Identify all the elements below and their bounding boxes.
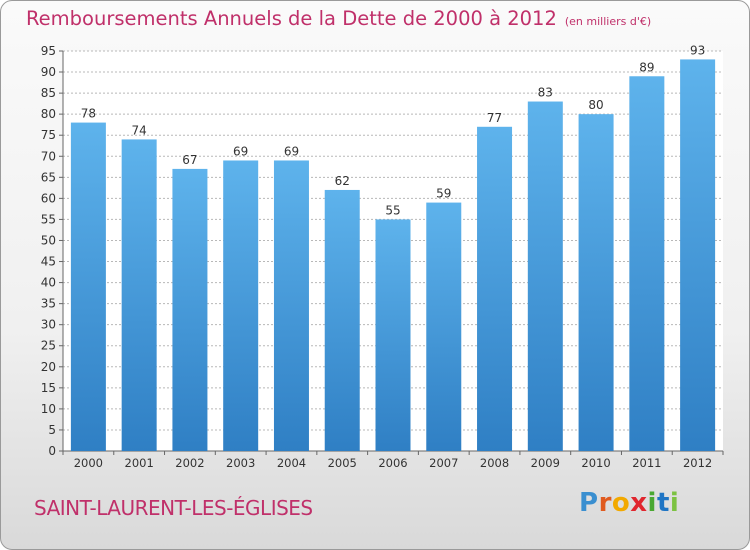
y-tick-label: 35 — [41, 297, 56, 311]
x-tick-label: 2009 — [531, 456, 560, 470]
y-tick-label: 15 — [41, 381, 56, 395]
bar — [172, 168, 208, 452]
data-label: 62 — [335, 174, 350, 188]
x-tick-label: 2005 — [328, 456, 357, 470]
data-label: 74 — [132, 123, 147, 137]
data-label: 59 — [436, 187, 451, 201]
bar — [273, 160, 309, 451]
data-label: 78 — [81, 107, 96, 121]
x-tick-label: 2002 — [175, 456, 204, 470]
data-label: 69 — [284, 144, 299, 158]
x-tick-label: 2007 — [429, 456, 458, 470]
bar — [629, 76, 665, 452]
y-tick-label: 40 — [41, 276, 56, 290]
x-tick-label: 2004 — [277, 456, 306, 470]
y-tick-label: 80 — [41, 107, 56, 121]
y-tick-label: 20 — [41, 360, 56, 374]
bar — [680, 59, 716, 451]
x-tick-label: 2012 — [683, 456, 712, 470]
proxiti-logo: Proxiti — [579, 488, 680, 518]
bar — [375, 219, 411, 451]
y-tick-label: 95 — [41, 44, 56, 58]
bar — [477, 126, 513, 451]
chart-title-main: Remboursements Annuels de la Dette de 20… — [26, 7, 557, 30]
bar — [527, 101, 563, 452]
data-label: 67 — [182, 153, 197, 167]
x-tick-label: 2010 — [581, 456, 610, 470]
y-tick-label: 75 — [41, 128, 56, 142]
y-tick-label: 70 — [41, 149, 56, 163]
x-tick-label: 2001 — [125, 456, 154, 470]
bar — [121, 139, 157, 451]
y-tick-label: 65 — [41, 170, 56, 184]
data-label: 80 — [588, 98, 603, 112]
bar — [70, 122, 106, 451]
bar — [426, 202, 462, 451]
data-label: 69 — [233, 144, 248, 158]
y-tick-label: 5 — [48, 423, 56, 437]
chart-title-unit: (en milliers d'€) — [564, 15, 652, 28]
data-label: 55 — [385, 203, 400, 217]
data-label: 77 — [487, 111, 502, 125]
y-tick-label: 85 — [41, 86, 56, 100]
x-tick-label: 2006 — [378, 456, 407, 470]
x-tick-label: 2011 — [632, 456, 661, 470]
y-tick-label: 30 — [41, 318, 56, 332]
x-tick-label: 2008 — [480, 456, 509, 470]
y-tick-label: 60 — [41, 191, 56, 205]
data-label: 89 — [639, 60, 654, 74]
y-tick-label: 0 — [48, 444, 56, 458]
bar — [223, 160, 259, 451]
y-tick-label: 90 — [41, 65, 56, 79]
bar — [578, 114, 614, 451]
y-tick-label: 50 — [41, 233, 56, 247]
y-tick-label: 45 — [41, 255, 56, 269]
bar — [324, 189, 360, 451]
y-tick-label: 55 — [41, 212, 56, 226]
location-name: SAINT-LAURENT-LES-ÉGLISES — [34, 496, 313, 520]
y-tick-label: 10 — [41, 402, 56, 416]
x-tick-label: 2000 — [74, 456, 103, 470]
y-tick-label: 25 — [41, 339, 56, 353]
chart-title: Remboursements Annuels de la Dette de 20… — [26, 7, 651, 30]
x-tick-label: 2003 — [226, 456, 255, 470]
data-label: 93 — [690, 43, 705, 57]
data-label: 83 — [538, 86, 553, 100]
